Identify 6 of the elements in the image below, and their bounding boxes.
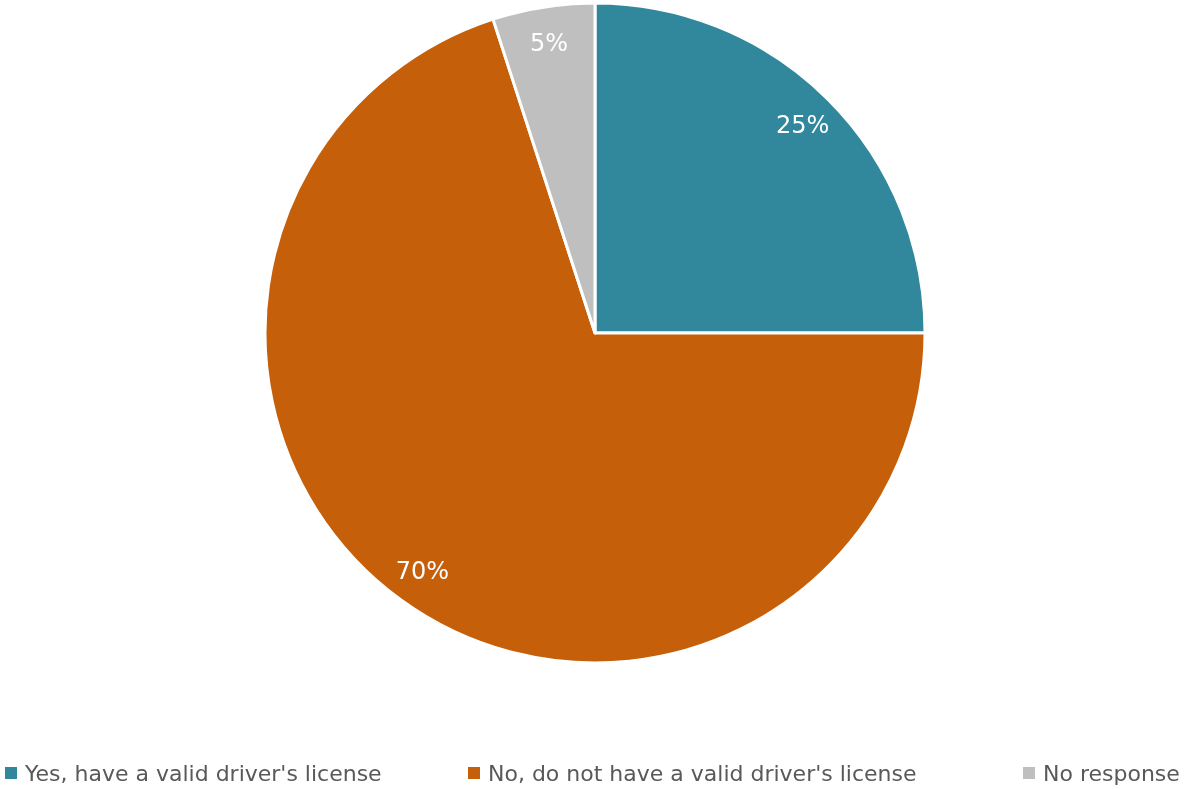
- legend-label: No, do not have a valid driver's license: [488, 760, 917, 786]
- legend-label: No response: [1043, 760, 1180, 786]
- data-label: 70%: [395, 556, 450, 585]
- data-label: 5%: [530, 28, 569, 57]
- legend-label: Yes, have a valid driver's license: [24, 760, 382, 786]
- data-label: 25%: [776, 111, 830, 140]
